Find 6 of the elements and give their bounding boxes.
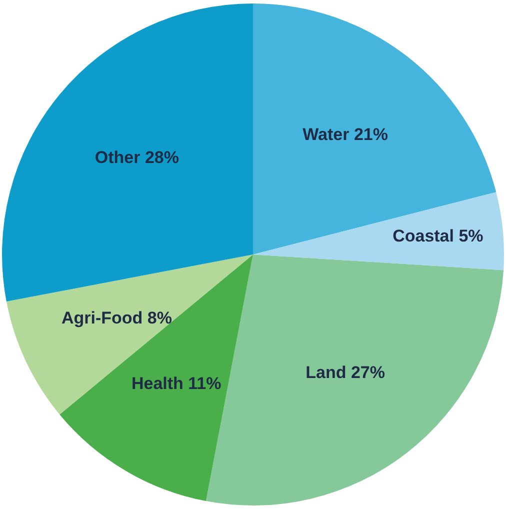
slice-label: Land 27% — [306, 363, 385, 382]
slice-label: Health 11% — [131, 374, 222, 393]
slice-label: Agri-Food 8% — [61, 308, 172, 328]
slice-label: Other 28% — [94, 148, 180, 168]
slice-label: Water 21% — [302, 125, 388, 144]
slice-label: Coastal 5% — [392, 226, 484, 246]
